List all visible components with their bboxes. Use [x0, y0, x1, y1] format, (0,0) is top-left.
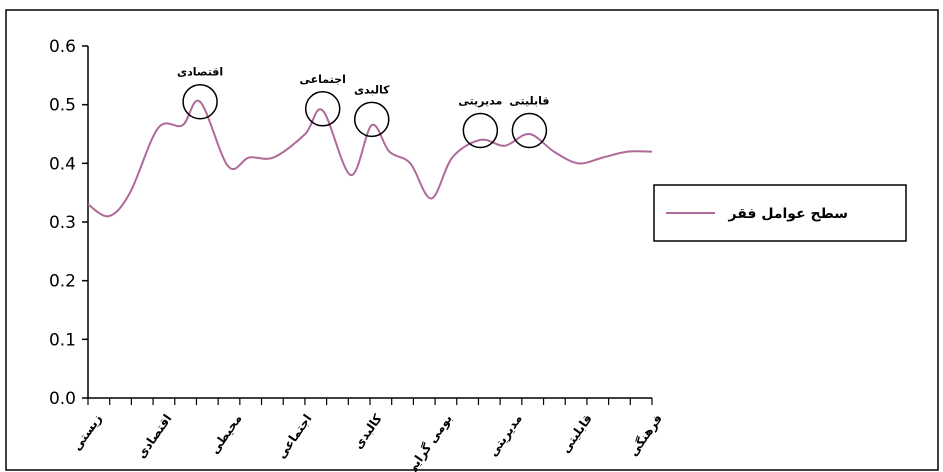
y-tick-label: 0.5: [49, 96, 76, 116]
y-tick-label: 0.3: [49, 213, 76, 233]
annotation-circle: [304, 91, 341, 127]
annotations: اقتصادی اجتماعی کالبدی مدیریتی قابلیتی: [177, 66, 549, 149]
annotation-circle: [462, 112, 499, 149]
y-tick-label: 0.6: [49, 37, 76, 57]
annotation-circle: [354, 101, 390, 138]
y-axis: 0.0 0.1 0.2 0.3 0.4 0.5 0.6: [49, 37, 89, 409]
legend: سطح عوامل فقر: [653, 184, 907, 242]
annotation-label: مدیریتی: [458, 94, 502, 107]
y-tick-label: 0.2: [49, 272, 76, 292]
y-tick-label: 0.0: [49, 389, 76, 409]
annotation-circle: [182, 83, 218, 120]
y-tick-label: 0.4: [49, 154, 76, 174]
annotation-label: اجتماعی: [300, 73, 346, 86]
annotation-label: قابلیتی: [509, 94, 549, 107]
legend-label: سطح عوامل فقر: [728, 206, 849, 222]
series-line: [87, 99, 653, 218]
annotation-circle: [511, 112, 548, 149]
plot-area: [87, 99, 653, 218]
y-tick-label: 0.1: [49, 330, 76, 350]
annotation-label: کالبدی: [354, 83, 390, 96]
annotation-label: اقتصادی: [177, 66, 223, 79]
